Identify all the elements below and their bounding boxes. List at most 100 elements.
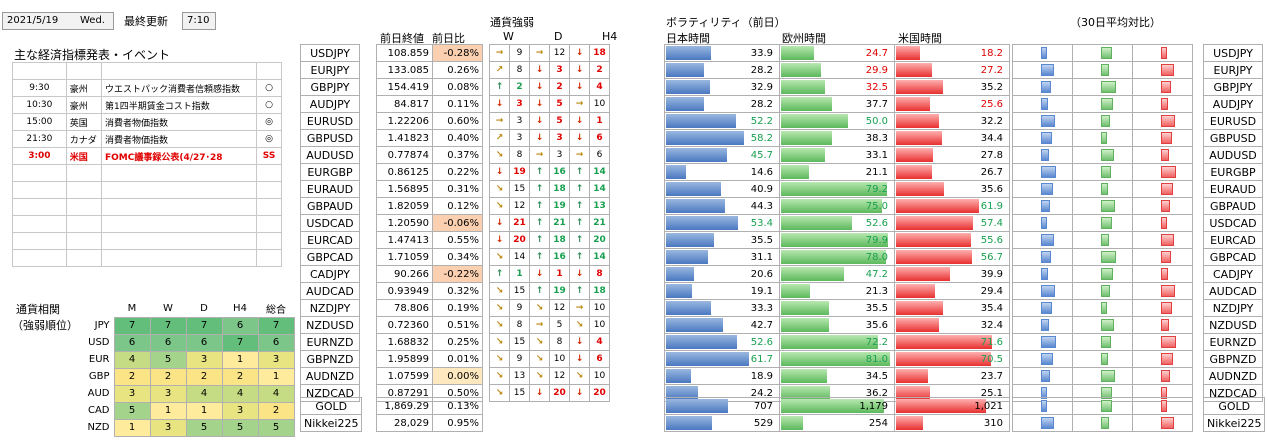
trend-arrow-icon: ↓ <box>529 78 550 96</box>
strength-row: ↘ 14 ↑ 16 ↑ 14 <box>489 248 610 266</box>
event-cell <box>65 215 102 233</box>
pair-row: GOLD <box>299 397 363 415</box>
volatility-cell: 33.9 <box>664 44 780 62</box>
compare-cell <box>1072 163 1133 181</box>
compare-cell <box>1132 112 1193 130</box>
trend-arrow-icon: → <box>489 44 510 62</box>
compare-cell <box>1012 316 1073 334</box>
change-pct: 0.55% <box>432 231 483 249</box>
event-cell <box>256 249 282 267</box>
event-country: 英国 <box>65 113 102 131</box>
pair-row: NZDJPY <box>300 299 360 317</box>
pair-row: GBPNZD <box>1203 350 1263 368</box>
pair-name: GBPUSD <box>300 129 360 147</box>
compare-cell <box>1012 248 1073 266</box>
close-price: 1.68832 <box>376 333 433 351</box>
compare-row <box>1012 350 1193 368</box>
trend-arrow-icon: ↓ <box>569 44 590 62</box>
event-time: 10:30 <box>12 96 67 114</box>
strength-row: ↓ 21 ↑ 21 ↑ 21 <box>489 214 610 232</box>
volatility-value: 34.4 <box>980 132 1003 144</box>
strength-rank: 3 <box>509 112 530 130</box>
ranking-cell: 6 <box>149 333 187 352</box>
close-price: 0.72360 <box>376 316 433 334</box>
compare-cell <box>1132 265 1193 283</box>
trend-arrow-icon: → <box>569 95 590 113</box>
ranking-cell: 3 <box>257 350 295 369</box>
compare-marker <box>1041 98 1048 110</box>
close-price: 133.085 <box>376 61 433 79</box>
strength-row: ↓ 20 ↑ 18 ↑ 20 <box>489 231 610 249</box>
extra-pair-table-right: GOLD Nikkei225 <box>1202 397 1266 432</box>
volatility-value: 71.6 <box>980 336 1003 348</box>
col-w: W <box>503 30 514 43</box>
compare-cell <box>1012 61 1073 79</box>
ranking-cell: 4 <box>221 384 259 403</box>
compare-cell <box>1132 61 1193 79</box>
pair-name: NZDJPY <box>300 299 360 317</box>
volatility-cell: 71.6 <box>894 333 1010 351</box>
close-price: 1.71059 <box>376 248 433 266</box>
event-row: 10:30 豪州 第1四半期賃金コスト指数 ○ <box>12 96 282 114</box>
ranking-row: NZD 1 3 5 5 5 <box>78 418 295 437</box>
event-row: 21:30 カナダ 消費者物価指数 ◎ <box>12 130 282 148</box>
compare-cell <box>1012 397 1073 415</box>
compare-cell <box>1072 299 1133 317</box>
compare-row <box>1012 316 1193 334</box>
trend-arrow-icon: ↘ <box>489 350 510 368</box>
volatility-cell: 29.9 <box>779 61 895 79</box>
ranking-table: M W D H4 総合 JPY 7 7 7 6 7 USD 6 6 6 7 6 EUR 4 5 3 1 3 GBP 2 2 2 2 1 A… <box>78 300 295 437</box>
change-pct: -0.06% <box>432 214 483 232</box>
event-cell <box>65 232 102 250</box>
ranking-cell: 5 <box>257 418 295 437</box>
weekday-box: Wed. <box>76 12 114 30</box>
volatility-bar <box>896 284 936 298</box>
pair-row: GBPCAD <box>300 248 360 266</box>
compare-cell <box>1072 95 1133 113</box>
pair-row: EURJPY <box>1203 61 1263 79</box>
trend-arrow-icon: ↓ <box>569 333 590 351</box>
event-cell <box>12 215 67 233</box>
ranking-col-header: H4 <box>233 302 247 314</box>
pair-row: EURAUD <box>300 180 360 198</box>
pair-name: EURUSD <box>1203 112 1263 130</box>
trend-arrow-icon: ↘ <box>489 248 510 266</box>
volatility-bar <box>666 399 728 413</box>
volatility-bar <box>896 416 924 430</box>
change-pct: 0.34% <box>432 248 483 266</box>
compare-marker <box>1041 183 1053 195</box>
pair-row: EURCAD <box>300 231 360 249</box>
pair-name: AUDUSD <box>300 146 360 164</box>
strength-rank: 4 <box>589 78 610 96</box>
compare-marker <box>1041 319 1049 331</box>
volatility-bar <box>896 352 991 366</box>
event-time: 21:30 <box>12 130 67 148</box>
volatility-bar <box>896 80 944 94</box>
event-cell <box>256 198 282 216</box>
volatility-value: 254 <box>868 417 888 429</box>
trend-arrow-icon: → <box>569 146 590 164</box>
volatility-value: 33.3 <box>750 302 773 314</box>
change-pct: 0.26% <box>432 61 483 79</box>
trend-arrow-icon: ↗ <box>489 61 510 79</box>
compare-cell <box>1132 180 1193 198</box>
volatility-cell: 18.9 <box>664 367 780 385</box>
volatility-bar <box>666 148 728 162</box>
volatility-cell: 55.6 <box>894 231 1010 249</box>
pair-row: EURNZD <box>300 333 360 351</box>
event-time: 3:00 <box>12 147 67 165</box>
close-price: 1.82059 <box>376 197 433 215</box>
volatility-row: 529 254 310 <box>664 414 1010 432</box>
compare-cell <box>1072 146 1133 164</box>
extra-price-table: 1,869.29 0.13% 28,029 0.95% <box>376 397 483 432</box>
compare-row <box>1012 265 1193 283</box>
volatility-bar <box>666 250 708 264</box>
volatility-row: 40.9 79.2 35.6 <box>664 180 1010 198</box>
volatility-value: 79.9 <box>865 234 888 246</box>
compare-marker <box>1161 251 1171 263</box>
pair-table: USDJPY EURJPY GBPJPY AUDJPY EURUSD GBPUSD AUDU… <box>300 44 360 402</box>
trend-arrow-icon: ↘ <box>489 384 510 402</box>
pair-name: AUDNZD <box>1203 367 1263 385</box>
compare-cell <box>1132 350 1193 368</box>
trend-arrow-icon: ↓ <box>529 61 550 79</box>
